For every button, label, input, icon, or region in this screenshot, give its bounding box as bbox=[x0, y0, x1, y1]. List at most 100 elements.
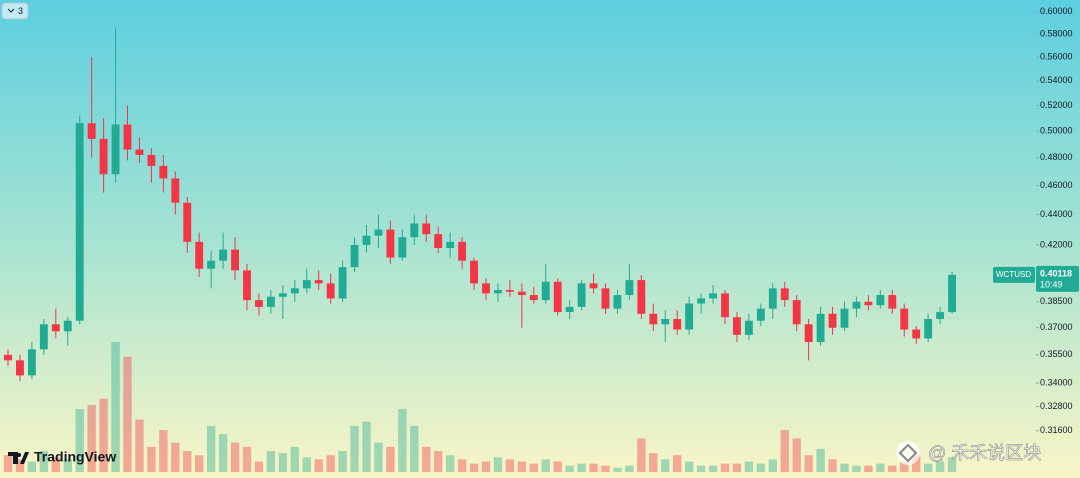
candle-body bbox=[673, 318, 682, 330]
candle-body bbox=[541, 281, 550, 301]
countdown: 10:49 bbox=[1040, 279, 1063, 289]
volume-bar bbox=[923, 463, 933, 472]
volume-bar bbox=[840, 463, 849, 472]
volume-bar bbox=[457, 459, 467, 472]
volume-bar bbox=[15, 459, 25, 472]
volume-bar bbox=[577, 463, 586, 472]
candle-body bbox=[864, 301, 873, 306]
y-tick-label: 0.50000 bbox=[1040, 125, 1073, 135]
candle-body bbox=[63, 320, 72, 332]
volume-bar bbox=[374, 442, 383, 472]
candle-body bbox=[27, 349, 36, 376]
volume-bar bbox=[900, 461, 909, 472]
volume-bar bbox=[947, 457, 957, 472]
volume-bar bbox=[183, 451, 192, 472]
candle-body bbox=[410, 223, 419, 238]
volume-bar bbox=[493, 457, 503, 472]
volume-bar bbox=[565, 465, 574, 472]
candle-body bbox=[302, 280, 311, 289]
candle-body bbox=[900, 308, 909, 330]
candle-body bbox=[207, 260, 216, 269]
candle-body bbox=[840, 308, 849, 328]
volume-bar bbox=[935, 461, 945, 472]
volume-bar bbox=[673, 455, 682, 472]
volume-bar bbox=[111, 342, 120, 472]
y-tick-label: 0.60000 bbox=[1040, 6, 1073, 16]
candle-body bbox=[661, 318, 670, 325]
y-tick-label: 0.46000 bbox=[1040, 180, 1073, 190]
candle-body bbox=[948, 274, 956, 313]
volume-bar bbox=[756, 463, 766, 472]
y-tick-label: 0.56000 bbox=[1040, 51, 1073, 61]
volume-bar bbox=[39, 451, 49, 472]
y-tick-label: 0.37000 bbox=[1040, 322, 1073, 332]
candle-body bbox=[231, 249, 239, 271]
candle-body bbox=[780, 288, 789, 301]
volume-bar bbox=[434, 451, 443, 472]
volume-bar bbox=[51, 457, 60, 472]
volume-bar bbox=[768, 459, 777, 472]
volume-bar bbox=[123, 356, 132, 472]
volume-bar bbox=[708, 465, 718, 472]
candle-body bbox=[912, 329, 921, 339]
volume-bar bbox=[147, 446, 156, 472]
volume-bar bbox=[637, 438, 646, 472]
brand-name: TradingView bbox=[34, 449, 116, 465]
candle-body bbox=[51, 324, 60, 332]
volume-bar bbox=[159, 430, 168, 472]
y-tick-label: 0.52000 bbox=[1040, 100, 1073, 110]
candle-body bbox=[159, 165, 168, 179]
volume-bar bbox=[3, 455, 13, 472]
volume-bar bbox=[780, 430, 789, 472]
y-tick-label: 0.32800 bbox=[1040, 401, 1073, 411]
candle-body bbox=[924, 318, 933, 339]
candle-body bbox=[147, 154, 156, 166]
volume-bar bbox=[804, 455, 813, 472]
volume-bar bbox=[218, 434, 228, 472]
candle-body bbox=[553, 281, 562, 313]
y-tick-label: 0.35500 bbox=[1040, 349, 1073, 359]
volume-bar bbox=[314, 459, 323, 472]
candle-body bbox=[625, 280, 634, 296]
indicator-toggle[interactable] bbox=[1, 2, 29, 20]
brand-logo bbox=[8, 452, 29, 464]
volume-bar bbox=[206, 425, 216, 472]
volume-bar bbox=[290, 446, 299, 472]
candle-body bbox=[386, 229, 395, 258]
candle-body bbox=[255, 300, 263, 307]
candle-body bbox=[111, 124, 120, 175]
volume-bar bbox=[792, 438, 801, 472]
candle-body bbox=[721, 293, 729, 318]
candle-body bbox=[768, 288, 777, 309]
candle-body bbox=[828, 313, 837, 328]
candle-body bbox=[816, 313, 825, 343]
volume-bar bbox=[422, 446, 431, 472]
candle-body bbox=[338, 267, 347, 299]
candle-body bbox=[4, 354, 12, 361]
candle-body bbox=[243, 270, 251, 301]
volume-bar bbox=[87, 404, 96, 472]
plot bbox=[3, 28, 957, 472]
candle-body bbox=[458, 241, 467, 261]
volume-bar bbox=[744, 461, 754, 472]
candle-body bbox=[792, 300, 801, 325]
candle-body bbox=[744, 320, 753, 335]
watermark-icon bbox=[896, 441, 920, 465]
volume-bar bbox=[338, 451, 347, 472]
volume-bar bbox=[230, 442, 240, 472]
candle-body bbox=[649, 313, 658, 325]
volume-bar bbox=[75, 409, 84, 472]
candle-body bbox=[350, 244, 359, 268]
volume-bar bbox=[135, 419, 144, 472]
y-tick-label: 0.44000 bbox=[1040, 209, 1073, 219]
candle-body bbox=[434, 234, 443, 249]
candle-body bbox=[601, 288, 610, 309]
candle-body bbox=[39, 324, 48, 350]
candle-body bbox=[374, 229, 383, 236]
candle-body bbox=[637, 280, 646, 314]
volume-bar bbox=[481, 461, 491, 472]
y-tick-label: 0.34000 bbox=[1040, 377, 1073, 387]
